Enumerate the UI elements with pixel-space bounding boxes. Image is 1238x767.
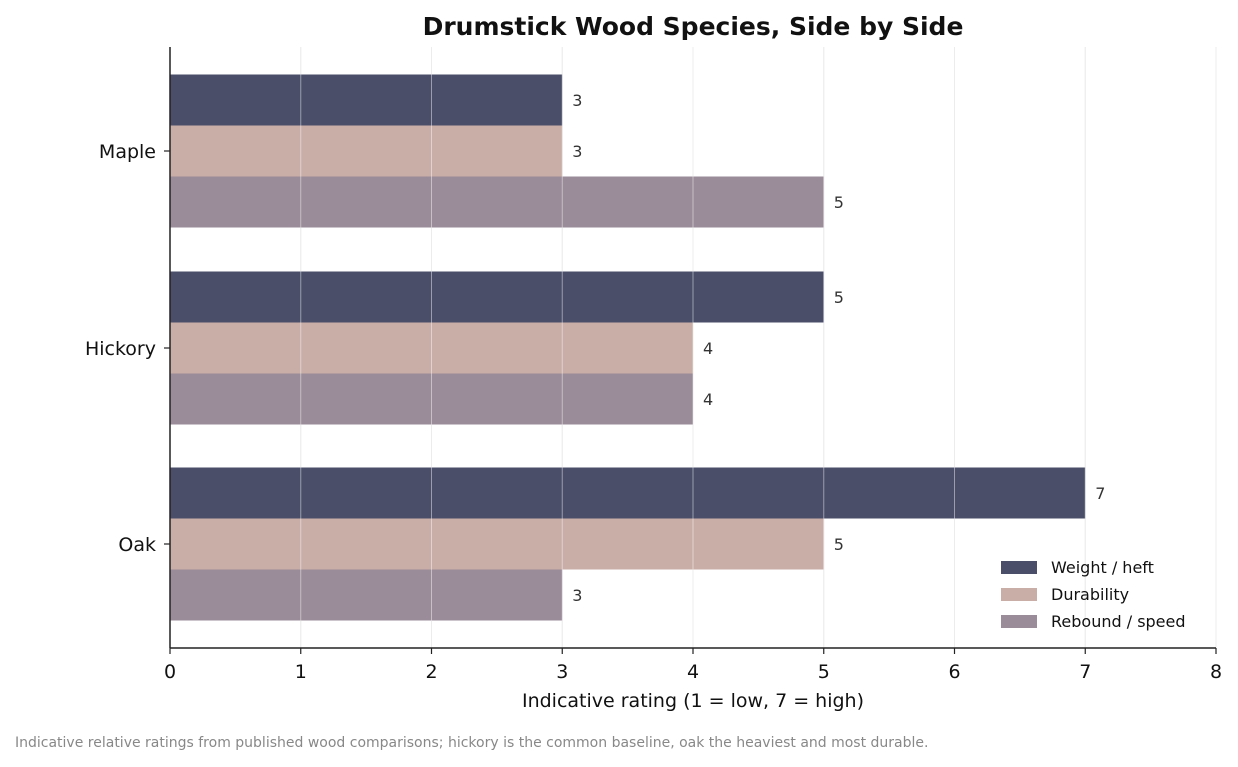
chart-title: Drumstick Wood Species, Side by Side bbox=[423, 12, 964, 41]
bars bbox=[170, 74, 1086, 621]
data-label: 3 bbox=[572, 586, 582, 605]
legend: Weight / heft Durability Rebound / speed bbox=[1001, 558, 1186, 631]
data-label: 7 bbox=[1095, 484, 1105, 503]
bar bbox=[170, 176, 824, 228]
bar bbox=[170, 467, 1086, 519]
x-tick-label: 5 bbox=[818, 661, 830, 683]
legend-swatch bbox=[1001, 561, 1037, 574]
x-tick-label: 3 bbox=[556, 661, 568, 683]
y-tick-label: Maple bbox=[99, 141, 156, 163]
x-tick-label: 7 bbox=[1079, 661, 1091, 683]
data-label: 5 bbox=[834, 288, 844, 307]
data-labels: 3 3 5 5 4 4 7 5 3 bbox=[300, 47, 1217, 648]
y-tick-label: Oak bbox=[118, 534, 156, 556]
axes: 0 1 2 3 4 5 6 7 8 Maple Hickory Oak bbox=[85, 47, 1222, 683]
data-label: 5 bbox=[834, 193, 844, 212]
data-label: 3 bbox=[572, 142, 582, 161]
bar bbox=[170, 125, 563, 177]
bar bbox=[170, 518, 824, 570]
x-axis-title: Indicative rating (1 = low, 7 = high) bbox=[522, 690, 864, 712]
legend-label: Rebound / speed bbox=[1051, 612, 1186, 631]
x-tick-label: 1 bbox=[295, 661, 307, 683]
legend-label: Durability bbox=[1051, 585, 1129, 604]
x-tick-label: 2 bbox=[425, 661, 437, 683]
bar bbox=[170, 322, 693, 374]
footnote: Indicative relative ratings from publish… bbox=[15, 735, 929, 751]
bar bbox=[170, 569, 563, 621]
data-label: 4 bbox=[703, 339, 713, 358]
x-tick-label: 4 bbox=[687, 661, 699, 683]
x-tick-label: 8 bbox=[1210, 661, 1222, 683]
legend-label: Weight / heft bbox=[1051, 558, 1154, 577]
data-label: 3 bbox=[572, 91, 582, 110]
data-label: 4 bbox=[703, 390, 713, 409]
legend-swatch bbox=[1001, 615, 1037, 628]
data-label: 5 bbox=[834, 535, 844, 554]
y-tick-label: Hickory bbox=[85, 338, 156, 360]
bar bbox=[170, 373, 693, 425]
bar bbox=[170, 271, 824, 323]
bar bbox=[170, 74, 563, 126]
x-tick-label: 0 bbox=[164, 661, 176, 683]
legend-swatch bbox=[1001, 588, 1037, 601]
x-tick-label: 6 bbox=[948, 661, 960, 683]
